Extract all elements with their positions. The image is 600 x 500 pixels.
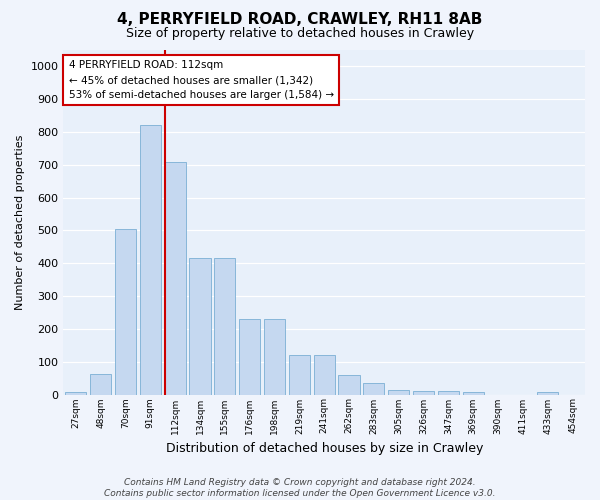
Bar [65, 392, 86, 394]
Bar [413, 390, 434, 394]
Bar [190, 258, 211, 394]
Bar [388, 390, 409, 394]
Bar [289, 355, 310, 395]
Bar [537, 392, 558, 394]
Bar [164, 162, 186, 394]
Bar [338, 375, 359, 394]
X-axis label: Distribution of detached houses by size in Crawley: Distribution of detached houses by size … [166, 442, 483, 455]
Text: 4 PERRYFIELD ROAD: 112sqm
← 45% of detached houses are smaller (1,342)
53% of se: 4 PERRYFIELD ROAD: 112sqm ← 45% of detac… [68, 60, 334, 100]
Bar [364, 383, 385, 394]
Bar [90, 374, 111, 394]
Y-axis label: Number of detached properties: Number of detached properties [15, 134, 25, 310]
Bar [438, 391, 459, 394]
Text: Size of property relative to detached houses in Crawley: Size of property relative to detached ho… [126, 28, 474, 40]
Bar [115, 229, 136, 394]
Bar [314, 355, 335, 395]
Text: 4, PERRYFIELD ROAD, CRAWLEY, RH11 8AB: 4, PERRYFIELD ROAD, CRAWLEY, RH11 8AB [118, 12, 482, 28]
Bar [264, 319, 285, 394]
Bar [239, 319, 260, 394]
Bar [140, 126, 161, 394]
Text: Contains HM Land Registry data © Crown copyright and database right 2024.
Contai: Contains HM Land Registry data © Crown c… [104, 478, 496, 498]
Bar [214, 258, 235, 394]
Bar [463, 392, 484, 394]
